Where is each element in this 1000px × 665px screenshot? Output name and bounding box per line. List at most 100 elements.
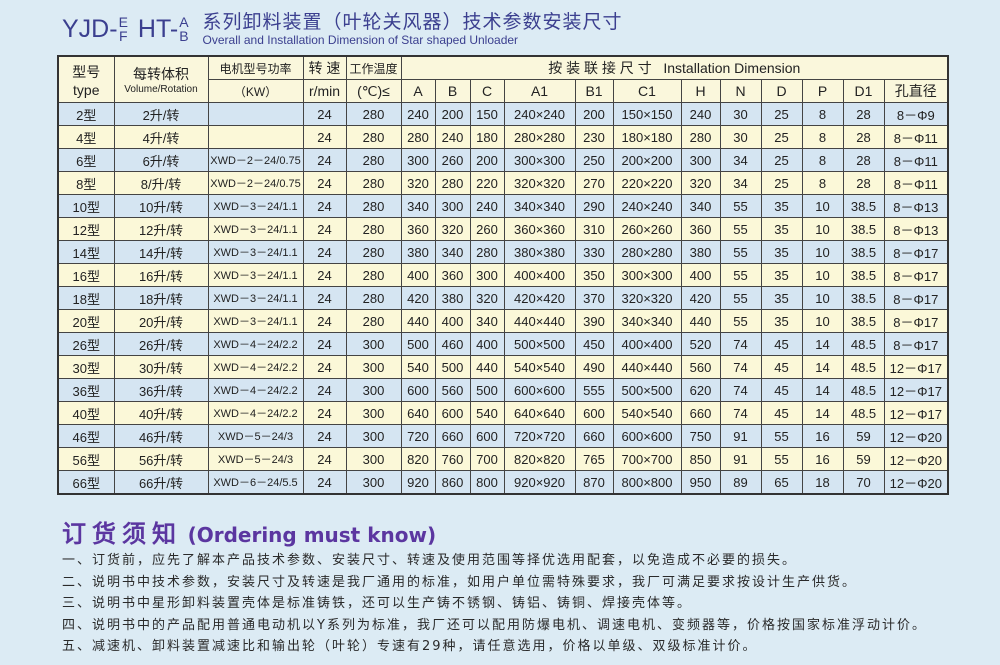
header-motor-unit: （KW） — [207, 79, 304, 103]
table-row: 26型 26升/转 XWD－4－24/2.2 24 300 500 460 400 500×50… — [57, 332, 949, 356]
table-cell: 12型 — [57, 217, 115, 241]
table-cell: 55 — [719, 263, 762, 287]
table-cell: 36升/转 — [113, 378, 209, 402]
table-cell: 280 — [345, 102, 402, 126]
table-cell: 40升/转 — [113, 401, 209, 425]
variant-b: B — [179, 28, 189, 44]
table-cell: 12升/转 — [113, 217, 209, 241]
table-cell: 150 — [469, 102, 505, 126]
header-dim-c: C — [469, 79, 505, 103]
table-cell: 55 — [719, 194, 762, 218]
table-cell: 59 — [842, 424, 885, 448]
table-cell: 56升/转 — [113, 447, 209, 471]
table-cell: 200 — [434, 102, 471, 126]
table-cell: 55 — [719, 240, 762, 264]
table-cell: 340×340 — [612, 309, 682, 333]
table-cell: 46型 — [57, 424, 115, 448]
table-cell: 48.5 — [842, 401, 885, 425]
table-cell: 14 — [801, 355, 844, 379]
table-cell: 38.5 — [842, 263, 885, 287]
header-temp: 工作温度 — [345, 55, 402, 80]
table-cell: 35 — [760, 217, 803, 241]
table-cell: 300×300 — [503, 148, 576, 172]
table-cell: 24 — [302, 194, 347, 218]
table-cell: 45 — [760, 355, 803, 379]
table-cell: 380 — [400, 240, 436, 264]
table-row: 6型 6升/转 XWD－2－24/0.75 24 280 300 260 200 300×300… — [57, 148, 949, 172]
table-cell: 280 — [345, 263, 402, 287]
table-cell: 4型 — [57, 125, 115, 149]
table-cell: 10 — [801, 240, 844, 264]
note-item: 四、说明书中的产品配用普通电动机以Y系列为标准，我厂还可以配用防爆电机、调速电机… — [62, 617, 927, 633]
spec-table: 型号 type 每转体积 Volume/Rotation 电机型号功率 转 速 工作… — [57, 55, 950, 495]
table-cell: 35 — [760, 194, 803, 218]
ordering-title-cn: 订货须知 — [62, 520, 182, 548]
table-cell: 38.5 — [842, 286, 885, 310]
table-cell: 18 — [801, 470, 844, 495]
header-dim-h: H — [680, 79, 721, 103]
table-cell: 36型 — [57, 378, 115, 402]
table-row: 56型 56升/转 XWD－5－24/3 24 300 820 760 700 820×820 7… — [57, 447, 949, 471]
table-cell: 14 — [801, 332, 844, 356]
table-cell: 320 — [680, 171, 721, 195]
table-cell: 4升/转 — [113, 125, 209, 149]
table-cell: 280 — [469, 240, 505, 264]
table-cell: 34 — [719, 171, 762, 195]
table-row: 12型 12升/转 XWD－3－24/1.1 24 280 360 320 260 360×36… — [57, 217, 949, 241]
table-cell: 26型 — [57, 332, 115, 356]
table-cell: 800×800 — [612, 470, 682, 495]
table-cell: 8－Φ11 — [883, 148, 949, 172]
table-cell: 260 — [469, 217, 505, 241]
table-cell: 24 — [302, 470, 347, 495]
table-cell: 28 — [842, 102, 885, 126]
table-cell: XWD－4－24/2.2 — [207, 332, 304, 356]
table-cell: 2型 — [57, 102, 115, 126]
table-cell: 59 — [842, 447, 885, 471]
table-cell: 320×320 — [612, 286, 682, 310]
table-cell: 660 — [434, 424, 471, 448]
table-cell: 280 — [345, 125, 402, 149]
table-cell: 440 — [680, 309, 721, 333]
table-cell: 660 — [680, 401, 721, 425]
variant-f: F — [118, 28, 128, 44]
title-english: Overall and Installation Dimension of St… — [202, 33, 519, 47]
table-cell: 34 — [719, 148, 762, 172]
table-cell: 30升/转 — [113, 355, 209, 379]
table-cell: 280 — [345, 171, 402, 195]
table-cell: 30型 — [57, 355, 115, 379]
table-cell: 420 — [680, 286, 721, 310]
table-cell: 14 — [801, 401, 844, 425]
table-cell: 24 — [302, 263, 347, 287]
table-cell: XWD－3－24/1.1 — [207, 194, 304, 218]
table-cell: 240 — [400, 102, 436, 126]
table-cell: 35 — [760, 263, 803, 287]
table-cell: 38.5 — [842, 309, 885, 333]
table-cell: XWD－3－24/1.1 — [207, 217, 304, 241]
table-cell: 640 — [400, 401, 436, 425]
table-cell: 390 — [574, 309, 614, 333]
table-cell: 10 — [801, 194, 844, 218]
table-cell: 14升/转 — [113, 240, 209, 264]
header-speed: 转 速 — [302, 55, 347, 80]
table-cell: 48.5 — [842, 355, 885, 379]
table-cell: 440 — [400, 309, 436, 333]
header-type: 型号 type — [57, 55, 115, 103]
table-cell: 920 — [400, 470, 436, 495]
table-cell: XWD－6－24/5.5 — [207, 470, 304, 495]
table-cell: 6升/转 — [113, 148, 209, 172]
table-cell: XWD－4－24/2.2 — [207, 378, 304, 402]
table-cell: 26升/转 — [113, 332, 209, 356]
table-cell: 280 — [345, 240, 402, 264]
table-cell: 48.5 — [842, 378, 885, 402]
table-cell: 860 — [434, 470, 471, 495]
table-cell: 38.5 — [842, 240, 885, 264]
table-cell: 16型 — [57, 263, 115, 287]
table-cell: 55 — [719, 309, 762, 333]
table-cell: 8－Φ9 — [883, 102, 949, 126]
table-cell: 14型 — [57, 240, 115, 264]
table-cell: XWD－4－24/2.2 — [207, 355, 304, 379]
table-cell: 340 — [469, 309, 505, 333]
table-cell: 310 — [574, 217, 614, 241]
table-cell: 12－Φ20 — [883, 447, 949, 471]
